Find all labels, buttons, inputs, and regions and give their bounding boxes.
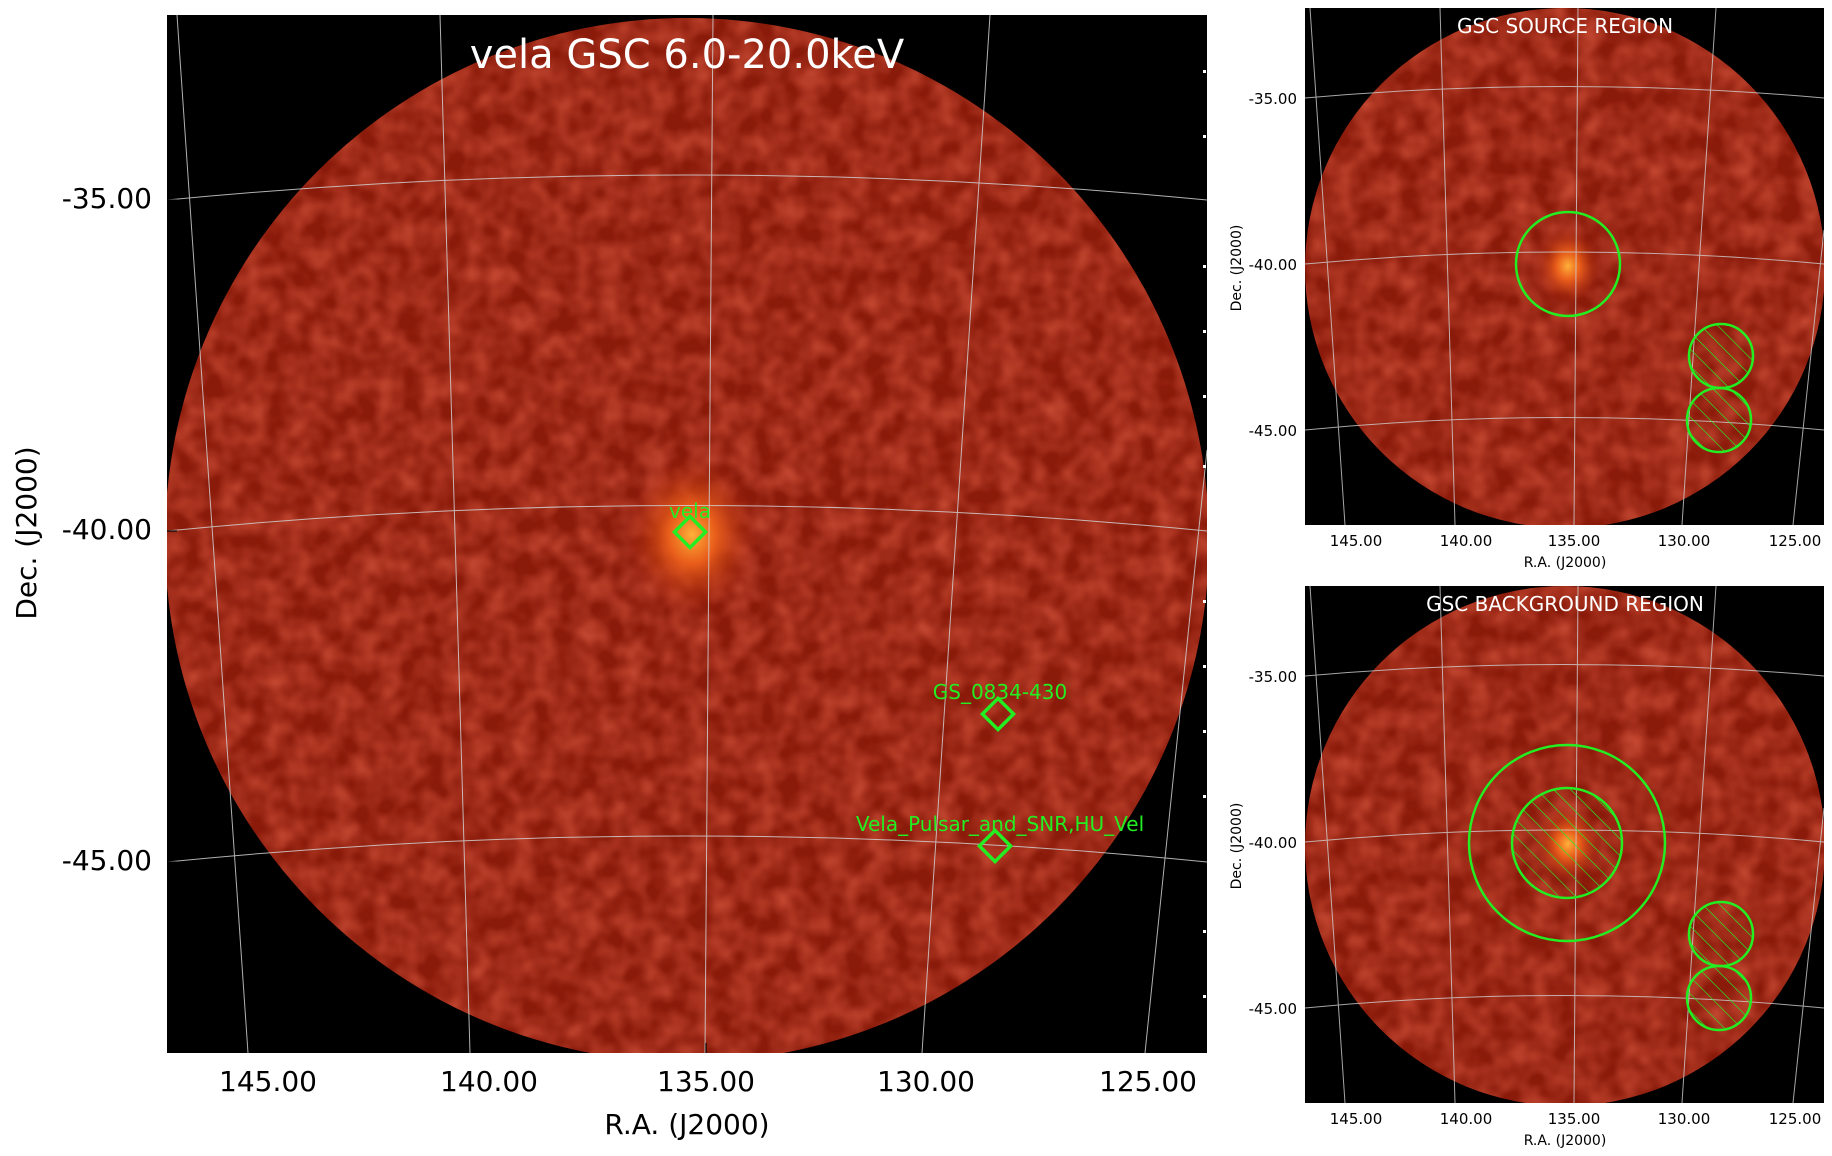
bg-xtick-label: 145.00 xyxy=(1330,1110,1383,1128)
src-excluded-region xyxy=(1687,322,1755,390)
bg-xtick-label: 135.00 xyxy=(1548,1110,1601,1128)
bg-excluded-region xyxy=(1685,964,1753,1032)
bg-outer-annulus xyxy=(1467,743,1667,943)
main-ytick-label: -45.00 xyxy=(62,844,152,877)
source-label-vela: vela xyxy=(669,499,711,523)
bg-excluded-region xyxy=(1687,900,1755,968)
main-grid xyxy=(167,15,1207,1053)
src-xtick-label: 125.00 xyxy=(1769,532,1822,550)
src-xtick-label: 130.00 xyxy=(1658,532,1711,550)
bg-ytick-label: -35.00 xyxy=(1249,668,1297,686)
main-ytick-label: -35.00 xyxy=(62,182,152,215)
main-xtick-label: 135.00 xyxy=(657,1065,755,1098)
main-xtick-label: 125.00 xyxy=(1099,1065,1197,1098)
src-source-glow xyxy=(1534,226,1602,306)
main-source-markers xyxy=(671,513,1017,865)
bg-ylabel: Dec. (J2000) xyxy=(1229,803,1245,890)
main-tick-marks xyxy=(167,199,1149,1053)
src-grid xyxy=(1305,8,1824,525)
src-ytick-label: -35.00 xyxy=(1249,90,1297,108)
main-xtick-label: 145.00 xyxy=(219,1065,317,1098)
source-marker-vela-pulsar xyxy=(976,827,1014,865)
main-tick-dots-right xyxy=(1203,70,1206,998)
src-ylabel: Dec. (J2000) xyxy=(1229,225,1245,312)
bg-panel-title: GSC BACKGROUND REGION xyxy=(1426,592,1704,616)
background-region-panel: GSC BACKGROUND REGION -35.00 -40.00 -45.… xyxy=(1229,586,1824,1149)
bg-xtick-label: 140.00 xyxy=(1440,1110,1493,1128)
bg-xtick-label: 125.00 xyxy=(1769,1110,1822,1128)
source-marker-vela xyxy=(671,513,709,551)
src-ytick-label: -45.00 xyxy=(1249,422,1297,440)
source-label-vela-pulsar: Vela_Pulsar_and_SNR,HU_Vel xyxy=(856,812,1144,836)
main-title: vela GSC 6.0-20.0keV xyxy=(470,32,905,78)
src-excluded-region xyxy=(1685,386,1753,454)
main-panel: vela GS_0834-430 Vela_Pulsar_and_SNR,HU_… xyxy=(10,15,1207,1141)
main-xtick-label: 140.00 xyxy=(440,1065,538,1098)
bg-ytick-label: -45.00 xyxy=(1249,1000,1297,1018)
bg-xlabel: R.A. (J2000) xyxy=(1524,1133,1607,1149)
main-xtick-label: 130.00 xyxy=(877,1065,975,1098)
src-ytick-label: -40.00 xyxy=(1249,256,1297,274)
bg-excluded-source xyxy=(1510,786,1624,900)
src-xlabel: R.A. (J2000) xyxy=(1524,555,1607,571)
source-label-gs0834: GS_0834-430 xyxy=(933,680,1067,704)
src-source-circle xyxy=(1514,210,1622,318)
source-region-panel: GSC SOURCE REGION -35.00 -40.00 -45.00 1… xyxy=(1229,8,1824,571)
src-panel-title: GSC SOURCE REGION xyxy=(1457,14,1673,38)
src-xtick-label: 140.00 xyxy=(1440,532,1493,550)
main-ytick-label: -40.00 xyxy=(62,513,152,546)
bg-ytick-label: -40.00 xyxy=(1249,834,1297,852)
main-ylabel: Dec. (J2000) xyxy=(10,446,43,619)
source-marker-gs0834 xyxy=(979,695,1017,733)
main-xlabel: R.A. (J2000) xyxy=(604,1108,769,1141)
src-xtick-label: 135.00 xyxy=(1548,532,1601,550)
bg-xtick-label: 130.00 xyxy=(1658,1110,1711,1128)
src-xtick-label: 145.00 xyxy=(1330,532,1383,550)
main-source-glow xyxy=(624,453,760,617)
